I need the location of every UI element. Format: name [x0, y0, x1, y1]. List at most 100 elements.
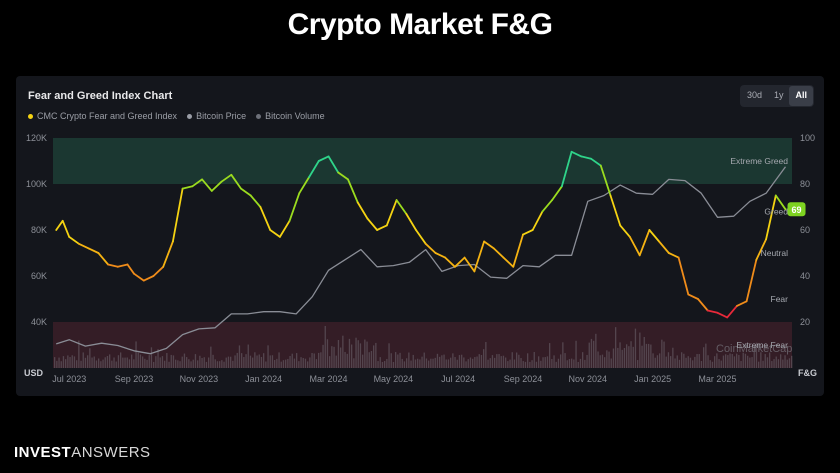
volume-bar: [531, 360, 533, 368]
x-tick-label: Jul 2023: [52, 374, 86, 384]
volume-bar: [661, 339, 663, 368]
fear-greed-segment: [405, 212, 417, 231]
volume-bar: [683, 353, 685, 368]
volume-bar: [326, 339, 329, 368]
fear-greed-segment: [288, 192, 301, 222]
volume-bar: [480, 354, 483, 368]
volume-bar: [491, 355, 494, 368]
volume-bar: [714, 356, 716, 368]
volume-bar: [623, 348, 626, 368]
volume-bar: [784, 355, 786, 368]
coinmarketcap-watermark: CoinMarketCap: [716, 343, 792, 355]
legend-item-bitcoin-price[interactable]: Bitcoin Price: [187, 111, 246, 121]
fear-greed-segment: [298, 176, 311, 195]
fear-greed-segment: [531, 210, 544, 231]
volume-bar: [421, 356, 423, 368]
volume-bar: [775, 356, 777, 368]
fear-greed-segment: [502, 256, 515, 268]
fear-greed-segment: [220, 173, 233, 183]
volume-bar: [738, 354, 740, 368]
volume-bar: [469, 357, 472, 368]
volume-bar: [766, 357, 769, 368]
volume-bar: [366, 341, 368, 368]
fear-greed-segment: [171, 187, 184, 243]
volume-bar: [540, 360, 542, 368]
volume-bar: [197, 360, 199, 368]
fear-greed-segment: [522, 229, 534, 236]
volume-bar: [368, 352, 370, 368]
volume-bar: [221, 360, 223, 368]
volume-bar: [208, 357, 210, 368]
chart-legend: CMC Crypto Fear and Greed Index Bitcoin …: [28, 111, 325, 121]
volume-bar: [595, 333, 597, 368]
volume-bar: [685, 357, 687, 368]
fear-greed-segment: [774, 194, 787, 211]
volume-bar: [408, 352, 410, 368]
volume-bar: [740, 361, 742, 368]
volume-bar: [643, 336, 645, 368]
volume-bar: [483, 349, 485, 368]
volume-bar: [133, 359, 135, 368]
legend-label: CMC Crypto Fear and Greed Index: [37, 111, 178, 121]
volume-bar: [276, 358, 278, 368]
volume-bar: [106, 355, 109, 368]
volume-bar: [711, 361, 714, 368]
range-30d-button[interactable]: 30d: [746, 90, 762, 100]
volume-bar: [137, 352, 139, 368]
volume-bar: [309, 357, 311, 368]
volume-bar: [780, 354, 782, 368]
fear-greed-segment: [385, 199, 398, 227]
volume-bar: [524, 361, 527, 368]
range-all-button[interactable]: All: [789, 86, 813, 106]
volume-bar: [533, 352, 535, 368]
volume-bar: [538, 356, 540, 368]
volume-bar: [786, 359, 788, 368]
volume-bar: [498, 354, 500, 368]
fear-greed-segment: [259, 206, 272, 231]
volume-bar: [346, 353, 348, 368]
volume-bar: [505, 357, 507, 368]
fear-greed-segment: [434, 252, 447, 259]
volume-bar: [210, 346, 212, 368]
volume-bar: [597, 351, 599, 368]
fear-greed-segment: [55, 219, 64, 231]
volume-bar: [331, 346, 333, 368]
volume-bar: [751, 357, 753, 368]
volume-bar: [60, 361, 62, 368]
fear-greed-segment: [230, 173, 242, 190]
volume-bar: [111, 360, 113, 368]
volume-bar: [549, 343, 551, 368]
volume-bar: [212, 354, 214, 368]
volume-bar: [432, 358, 434, 368]
range-1y-button[interactable]: 1y: [773, 90, 784, 100]
volume-bar: [249, 355, 252, 368]
volume-bar: [177, 360, 179, 368]
volume-bar: [659, 353, 661, 368]
volume-bar: [183, 353, 186, 368]
volume-bar: [104, 357, 106, 368]
volume-bar: [153, 361, 155, 368]
volume-bar: [150, 347, 153, 368]
volume-bar: [164, 360, 166, 368]
volume-bar: [562, 342, 564, 368]
fear-greed-segment: [736, 300, 748, 307]
current-value-label: 69: [792, 205, 802, 215]
volume-bar: [522, 361, 524, 368]
legend-item-bitcoin-volume[interactable]: Bitcoin Volume: [256, 111, 325, 121]
volume-bar: [71, 355, 73, 368]
legend-item-fear-greed[interactable]: CMC Crypto Fear and Greed Index: [28, 111, 177, 121]
volume-bar: [168, 361, 170, 368]
volume-bar: [747, 355, 749, 368]
fear-greed-segment: [240, 187, 252, 197]
volume-bar: [641, 345, 643, 368]
volume-bar: [428, 360, 430, 368]
volume-bar: [412, 354, 414, 368]
volume-bar: [417, 358, 419, 368]
volume-bar: [388, 343, 390, 368]
volume-bar: [593, 340, 595, 368]
volume-bar: [397, 354, 399, 368]
volume-bar: [258, 354, 260, 368]
volume-bar: [709, 360, 711, 368]
volume-bar: [245, 354, 247, 368]
volume-bar: [139, 354, 142, 368]
